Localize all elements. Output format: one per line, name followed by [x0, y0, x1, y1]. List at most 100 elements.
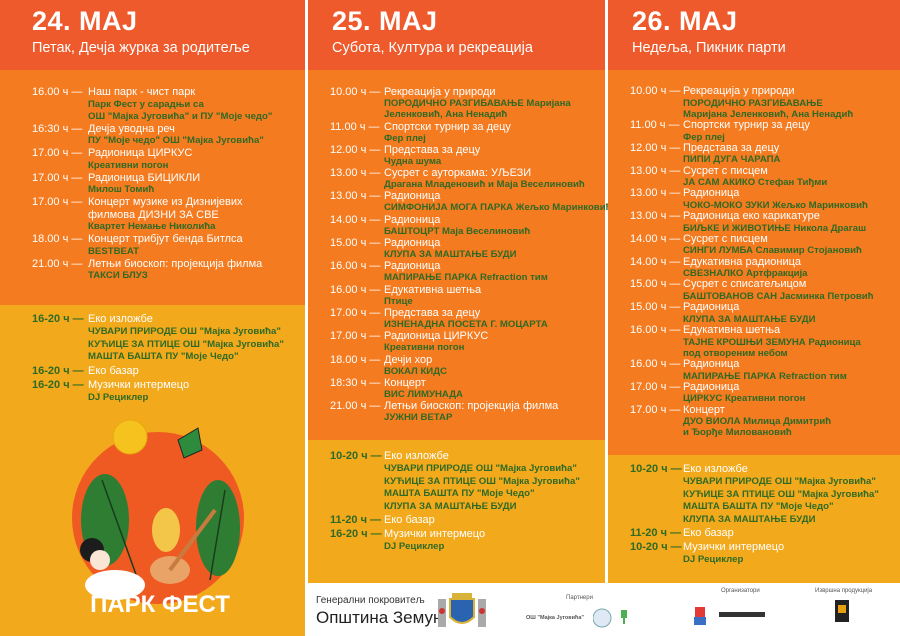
event-title: Сусрет с писцем — [683, 232, 768, 245]
event-detail: ОШ "Мајка Југовића" и ПУ "Моје чедо" — [88, 110, 273, 122]
event-time: 11-20 ч — — [630, 527, 682, 539]
event-title: Сусрет с списатељицом — [683, 278, 807, 291]
event-time: 21.00 ч — — [32, 257, 83, 270]
event-line: 16.00 ч — Едукативна шетња — [608, 324, 900, 337]
event-detail: ВОКАЛ КИДС — [384, 365, 447, 377]
event-line: 16.00 ч — Едукативна шетња — [308, 284, 605, 296]
event-line: 17.00 ч — Концерт музике из Дизнијевих — [0, 196, 305, 209]
event-title: Еко базар — [683, 527, 734, 539]
sun-icon — [112, 419, 148, 455]
event-title: Еко изложбе — [683, 463, 748, 475]
schedule-item: 17.00 ч — Представа за децу ИЗНЕНАДНА ПОСЕ… — [308, 307, 605, 330]
event-time: 12.00 ч — — [330, 143, 381, 156]
event-line: 13.00 ч — Радионица — [308, 190, 605, 202]
schedule-item: 11.00 ч — Спортски турнир за децу Фер плеј — [608, 119, 900, 143]
event-detail: КЛУПА ЗА МАШТАЊЕ БУДИ — [384, 500, 517, 512]
partner-school: ОШ "Мајка Југовића" — [526, 615, 584, 621]
event-detail: Фер плеј — [683, 131, 725, 143]
park-fest-illustration: ПАРК ФЕСТ — [72, 419, 244, 618]
schedule-item: 11.00 ч — Спортски турнир за децу Фер плеј — [308, 121, 605, 144]
production-logo — [835, 600, 849, 622]
organizer-logos — [694, 607, 765, 625]
event-title: Еко изложбе — [88, 313, 153, 325]
event-detail: под отвореним небом — [683, 347, 788, 359]
event-line: 13.00 ч — Сусрет с ауторкама: УЉЕЗИ — [308, 167, 605, 179]
event-title: Музички интермецо — [88, 378, 190, 391]
schedule-item: 16.00 ч — Радионица МАПИРАЊЕ ПАРКА Refract… — [308, 260, 605, 283]
event-line: 18.00 ч — Дечји хор — [308, 354, 605, 366]
event-line: 13.00 ч — Радионица еко карикатуре — [608, 210, 900, 223]
schedule-item: 15.00 ч — Радионица КЛУПА ЗА МАШТАЊЕ БУДИ — [308, 237, 605, 260]
day-date: 24. МАЈ — [32, 6, 138, 36]
event-line: 17.00 ч — Представа за децу — [308, 307, 605, 319]
event-detail: Чудна шума — [384, 155, 442, 167]
event-detail: ИЗНЕНАДНА ПОСЕТА Г. МОЦАРТА — [384, 318, 548, 330]
event-line: 21.00 ч — Летњи биоскоп: пројекција филма — [308, 400, 605, 412]
schedule-main: 10.00 ч — Рекреација у природи ПОРОДИЧНО Р… — [608, 70, 900, 455]
event-line: 15.00 ч — Радионица — [608, 302, 900, 314]
event-time: 10.00 ч — — [630, 85, 681, 97]
event-title: Концерт — [384, 376, 426, 389]
day-column-24: 24. МАЈ Петак, Дечја журка за родитеље 1… — [0, 0, 305, 636]
sponsors-footer: Генерални покровитељ Општина Земун Партн… — [308, 583, 900, 636]
event-line: 12.00 ч — Представа за децу — [608, 141, 900, 155]
event-detail: КЛУПА ЗА МАШТАЊЕ БУДИ — [683, 313, 816, 325]
event-detail: Маријана Јеленковић, Ана Ненадић — [683, 108, 854, 120]
event-time: 12.00 ч — — [630, 141, 681, 154]
event-detail: СВЕЗНАЛКО Артфракција — [683, 268, 808, 280]
event-title: Спортски турнир за децу — [384, 120, 511, 133]
event-title: Сусрет с ауторкама: УЉЕЗИ — [384, 167, 532, 180]
schedule-item: 18:30 ч — Концерт ВИС ЛИМУНАДА — [308, 377, 605, 400]
event-line: 14.00 ч — Сусрет с писцем — [608, 232, 900, 246]
event-line: 17.00 ч — Радионица БИЦИКЛИ — [0, 172, 305, 185]
event-title: Радионица — [384, 190, 441, 203]
festival-logo: ПАРК ФЕСТ — [90, 591, 230, 618]
event-title: Представа за децу — [384, 306, 481, 319]
event-detail: ПОРОДИЧНО РАЗГИБАВАЊЕ Маријана — [384, 98, 571, 109]
event-time: 10-20 ч — — [630, 541, 682, 553]
event-title: Наш парк - чист парк — [88, 86, 196, 98]
event-line: 16.00 ч — Наш парк - чист парк — [0, 86, 305, 99]
schedule-eco: 10-20 ч — Еко изложбе ЧУВАРИ ПРИРОДЕ ОШ "М… — [608, 455, 900, 567]
event-line: 15.00 ч — Сусрет с списатељицом — [608, 279, 900, 291]
event-title: Концерт музике из Дизнијевих — [88, 196, 243, 208]
event-line: 16-20 ч — Музички интермецо — [0, 378, 305, 392]
event-line: 18:30 ч — Концерт — [308, 377, 605, 389]
event-line: 16:30 ч — Дечја уводна реч — [0, 123, 305, 136]
partner-logos — [593, 608, 627, 628]
schedule-item: 10-20 ч — Музички интермецо DJ Рециклер — [608, 540, 900, 567]
schedule-item: 15.00 ч — Радионица КЛУПА ЗА МАШТАЊЕ БУДИ — [608, 302, 900, 325]
event-time: 13.00 ч — — [630, 164, 681, 177]
schedule-eco: 10-20 ч — Еко изложбе ЧУВАРИ ПРИРОДЕ ОШ "М… — [308, 440, 605, 554]
event-line: 15.00 ч — Радионица — [308, 237, 605, 249]
event-line: 14.00 ч — Едукативна радионица — [608, 256, 900, 269]
event-time: 14.00 ч — — [330, 213, 381, 226]
organizers-label: Организатори — [721, 588, 760, 594]
schedule-item: 17.00 ч — Радионица БИЦИКЛИ Милош Томић — [0, 172, 305, 197]
event-detail: Јеленковић, Ана Ненадић — [384, 109, 508, 121]
event-line: 16-20 ч — Еко базар — [0, 364, 305, 378]
day-subtitle: Петак, Дечја журка за родитеље — [32, 40, 250, 56]
schedule-item: 16:30 ч — Дечја уводна реч ПУ "Моје чедо" … — [0, 123, 305, 148]
day-header: 26. МАЈ Недеља, Пикник парти — [608, 0, 900, 70]
schedule-item: 11-20 ч — Еко базар — [608, 526, 900, 540]
event-time: 18.00 ч — — [330, 353, 381, 366]
event-line: 11-20 ч — Еко базар — [308, 513, 605, 527]
event-line: 10.00 ч — Рекреација у природи — [308, 86, 605, 98]
event-line: 11-20 ч — Еко базар — [608, 526, 900, 540]
schedule-item: 13.00 ч — Сусрет с писцем ЈА САМ АКИКО Сте… — [608, 164, 900, 189]
event-time: 17.00 ч — — [32, 171, 83, 184]
event-detail: МАПИРАЊЕ ПАРКА Refraction тим — [384, 272, 548, 284]
zemun-coat-of-arms-icon — [438, 593, 486, 627]
schedule-item: 18.00 ч — Дечји хор ВОКАЛ КИДС — [308, 354, 605, 377]
schedule-item: 21.00 ч — Летњи биоскоп: пројекција филма… — [0, 258, 305, 283]
day-header: 24. МАЈ Петак, Дечја журка за родитеље — [0, 0, 305, 70]
event-line: 17.00 ч — Концерт — [608, 404, 900, 417]
event-title: Радионица ЦИРКУС — [88, 147, 193, 159]
event-time: 13.00 ч — — [630, 187, 681, 200]
sponsor-label: Генерални покровитељ — [316, 595, 425, 606]
event-title: Представа за децу — [683, 141, 780, 154]
schedule-item: 10.00 ч — Рекреација у природи ПОРОДИЧНО Р… — [308, 86, 605, 121]
event-title: Радионица — [384, 213, 441, 226]
event-title: Дечја уводна реч — [88, 122, 175, 135]
